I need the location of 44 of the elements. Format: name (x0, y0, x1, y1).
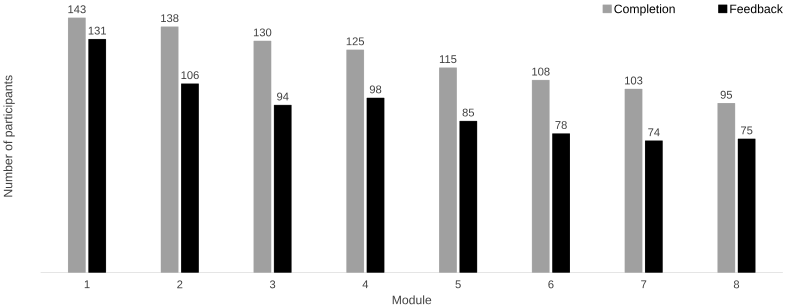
data-label: 125 (346, 38, 364, 46)
bar (439, 68, 457, 273)
data-label: 131 (88, 26, 106, 35)
x-tick-label: 2 (177, 280, 182, 288)
data-label: 143 (68, 5, 86, 14)
legend-label: Completion (614, 4, 675, 16)
data-label: 98 (370, 86, 382, 94)
x-tick-label: 5 (455, 280, 461, 288)
y-axis-title: Number of participants (3, 75, 15, 197)
data-label: 94 (277, 92, 289, 101)
bar (181, 84, 199, 273)
data-label: 85 (462, 108, 474, 117)
bar (346, 50, 364, 273)
x-tick-label: 8 (734, 280, 740, 288)
x-tick-label: 3 (270, 280, 276, 288)
x-tick-label: 6 (548, 280, 554, 288)
legend-label: Feedback (730, 4, 783, 14)
data-label: 138 (161, 14, 178, 22)
data-label: 75 (741, 126, 752, 134)
x-axis-title: Module (392, 295, 432, 304)
x-tick-label: 4 (362, 280, 368, 288)
data-label: 78 (555, 121, 567, 130)
bar (552, 134, 570, 273)
data-label: 103 (625, 76, 642, 85)
bar (68, 18, 86, 273)
x-tick-label: 7 (641, 280, 646, 288)
bar (254, 40, 272, 273)
bar (160, 26, 178, 273)
bar (717, 103, 736, 273)
bar (645, 140, 663, 273)
data-label: 106 (181, 71, 199, 80)
data-label: 115 (440, 55, 456, 64)
data-label: 130 (254, 28, 272, 37)
bar (624, 89, 642, 273)
x-tick-label: 1 (84, 280, 90, 288)
bar (532, 80, 550, 273)
data-label: 108 (532, 68, 550, 76)
bar (459, 121, 478, 273)
bar (274, 105, 292, 273)
data-label: 74 (648, 128, 660, 136)
bar (88, 39, 106, 273)
data-label: 95 (720, 90, 732, 99)
bar (366, 98, 384, 273)
bar (738, 138, 756, 273)
